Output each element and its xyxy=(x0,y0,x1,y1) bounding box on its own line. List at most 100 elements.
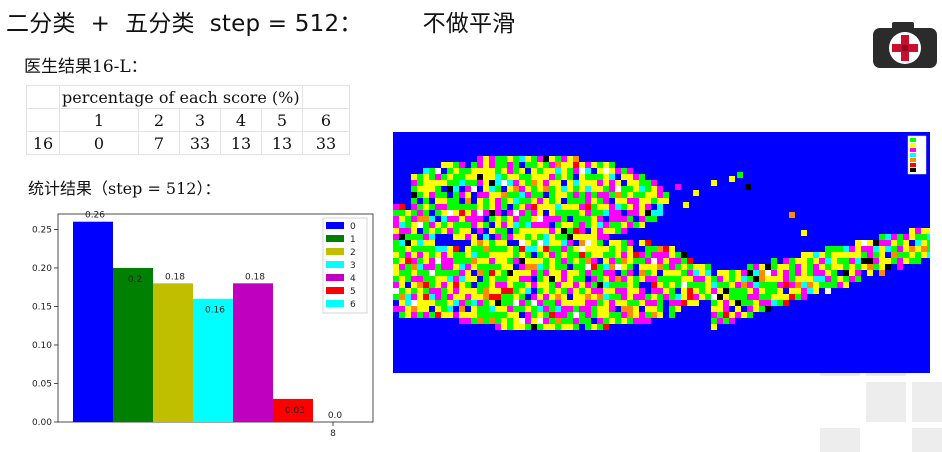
heatmap-cell xyxy=(591,288,597,294)
heatmap-cell xyxy=(459,300,465,306)
heatmap-cell xyxy=(891,258,897,264)
heatmap-cell xyxy=(579,258,585,264)
heatmap-cell xyxy=(477,204,483,210)
heatmap-cell xyxy=(399,288,405,294)
heatmap-cell xyxy=(675,300,681,306)
heatmap-cell xyxy=(441,246,447,252)
heatmap-cell xyxy=(825,276,831,282)
colorbar-swatch xyxy=(910,168,916,172)
heatmap-cell xyxy=(555,204,561,210)
heatmap-cell xyxy=(465,258,471,264)
heatmap-cell xyxy=(513,234,519,240)
heatmap-cell xyxy=(789,264,795,270)
heatmap-cell xyxy=(711,282,717,288)
heatmap-cell xyxy=(627,276,633,282)
heatmap-cell xyxy=(927,246,933,252)
heatmap-cell xyxy=(435,288,441,294)
heatmap-cell xyxy=(549,300,555,306)
heatmap-cell xyxy=(645,258,651,264)
heatmap-cell xyxy=(561,210,567,216)
heatmap-cell xyxy=(459,258,465,264)
heatmap-cell xyxy=(501,294,507,300)
heatmap-cell xyxy=(531,324,537,330)
heatmap-cell xyxy=(585,168,591,174)
heatmap-cell xyxy=(465,198,471,204)
heatmap-cell xyxy=(525,282,531,288)
heatmap-cell xyxy=(543,312,549,318)
heatmap-cell xyxy=(783,264,789,270)
heatmap-cell xyxy=(915,246,921,252)
heatmap-cell xyxy=(723,288,729,294)
heatmap-cell xyxy=(537,300,543,306)
heatmap-cell xyxy=(495,294,501,300)
heatmap-cell xyxy=(657,258,663,264)
heatmap-cell xyxy=(441,270,447,276)
heatmap-cell xyxy=(633,318,639,324)
heatmap-cell xyxy=(633,294,639,300)
heatmap-cell xyxy=(501,192,507,198)
heatmap-cell xyxy=(423,264,429,270)
heatmap-cell xyxy=(537,234,543,240)
heatmap-cell xyxy=(675,282,681,288)
heatmap-cell xyxy=(915,240,921,246)
heatmap-cell xyxy=(567,204,573,210)
heatmap-cell xyxy=(537,186,543,192)
heatmap-cell xyxy=(447,264,453,270)
bar-chart: 0.00 0.05 0.10 0.15 0.20 0.25 0.26 0.2 0.18 0.16 0… xyxy=(28,208,378,440)
heatmap-cell xyxy=(591,276,597,282)
heatmap-cell xyxy=(573,216,579,222)
heatmap-cell xyxy=(411,270,417,276)
heatmap-cell xyxy=(573,264,579,270)
heatmap-cell xyxy=(543,180,549,186)
heatmap-cell xyxy=(633,306,639,312)
heatmap-cell xyxy=(471,204,477,210)
heatmap-cell xyxy=(471,306,477,312)
heatmap-cell xyxy=(867,270,873,276)
heatmap-cell xyxy=(495,156,501,162)
heatmap-cell xyxy=(867,252,873,258)
heatmap-cell xyxy=(627,270,633,276)
heatmap-cell xyxy=(753,300,759,306)
heatmap-cell xyxy=(417,222,423,228)
heatmap-cell xyxy=(483,234,489,240)
heatmap-cell xyxy=(855,252,861,258)
heatmap-cell xyxy=(837,252,843,258)
heatmap-cell xyxy=(585,264,591,270)
heatmap-cell xyxy=(441,222,447,228)
heatmap-cell xyxy=(453,204,459,210)
heatmap-cell xyxy=(561,306,567,312)
heatmap-cell xyxy=(495,222,501,228)
heatmap-cell xyxy=(579,240,585,246)
heatmap-cell xyxy=(567,246,573,252)
heatmap-cell xyxy=(639,192,645,198)
heatmap-cell xyxy=(495,240,501,246)
heatmap-cell xyxy=(621,288,627,294)
heatmap-cell xyxy=(783,276,789,282)
heatmap-cell xyxy=(531,198,537,204)
heatmap-cell xyxy=(525,300,531,306)
heatmap-cell xyxy=(843,252,849,258)
heatmap-cell xyxy=(453,264,459,270)
heatmap-cell xyxy=(783,282,789,288)
heatmap-cell xyxy=(747,270,753,276)
heatmap-cell xyxy=(465,288,471,294)
heatmap-cell xyxy=(639,240,645,246)
heatmap-cell xyxy=(549,318,555,324)
heatmap-cell xyxy=(405,306,411,312)
legend-label: 3 xyxy=(350,261,356,271)
heatmap-cell xyxy=(615,210,621,216)
heatmap-cell xyxy=(825,288,831,294)
heatmap-cell xyxy=(807,276,813,282)
heatmap-cell xyxy=(471,318,477,324)
heatmap-cell xyxy=(459,312,465,318)
heatmap-cell xyxy=(459,204,465,210)
heatmap-cell xyxy=(549,288,555,294)
heatmap-cell xyxy=(579,306,585,312)
heatmap-cell xyxy=(393,240,399,246)
heatmap-cell xyxy=(771,288,777,294)
heatmap-cell xyxy=(585,318,591,324)
heatmap-cell xyxy=(393,246,399,252)
table-cell: 33 xyxy=(302,131,350,155)
heatmap-cell xyxy=(597,192,603,198)
heatmap-cell xyxy=(843,258,849,264)
